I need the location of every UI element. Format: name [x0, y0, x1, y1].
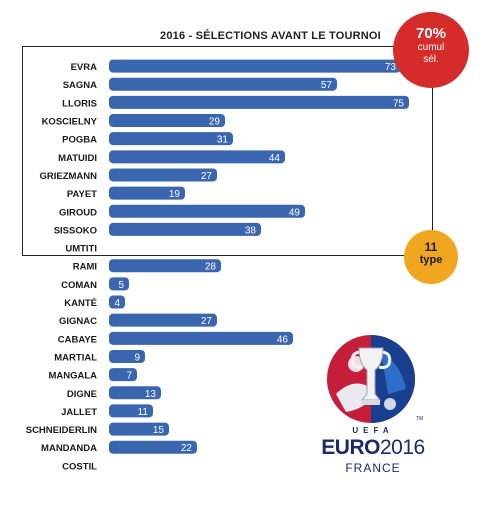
data-label: 5: [118, 280, 124, 291]
bar: [109, 186, 185, 200]
trademark-mark: TM: [416, 416, 424, 422]
data-label: 22: [181, 443, 193, 454]
bar: [109, 132, 233, 146]
category-label: MATUIDI: [58, 153, 97, 164]
category-label: COSTIL: [62, 461, 97, 472]
data-label: 49: [289, 207, 301, 218]
cumulative-caps-line1: cumul: [417, 42, 445, 53]
bar: [109, 368, 137, 382]
bar: [109, 313, 217, 327]
bar: [109, 422, 169, 436]
category-label: MARTIAL: [54, 352, 97, 363]
bar: [109, 168, 217, 182]
category-label: RAMI: [73, 262, 97, 273]
category-label: DIGNE: [67, 389, 97, 400]
euro2016-trophy-emblem-icon: [327, 335, 415, 423]
category-label: GRIEZMANN: [39, 171, 97, 182]
category-label: CABAYE: [58, 334, 97, 345]
bar: [109, 77, 337, 91]
cumulative-caps-value: 70%: [415, 25, 447, 42]
bar: [109, 204, 305, 218]
category-label: KOSCIELNY: [42, 117, 98, 128]
bar: [109, 331, 293, 345]
cumulative-caps-line2: sél.: [423, 54, 439, 65]
category-label: MANDANDA: [41, 443, 97, 454]
starting-eleven-badge: 11 type: [404, 230, 458, 284]
bar: [109, 404, 153, 418]
category-label: SISSOKO: [54, 225, 97, 236]
cumulative-caps-badge: 70% cumul sél.: [393, 12, 469, 88]
starting-eleven-label: type: [419, 254, 443, 266]
category-label: PAYET: [67, 189, 97, 200]
category-label: JALLET: [61, 407, 97, 418]
data-label: 19: [169, 189, 181, 200]
data-label: 44: [269, 153, 281, 164]
bar: [109, 59, 401, 73]
bar: [109, 277, 129, 291]
category-label: COMAN: [61, 280, 97, 291]
bar: [109, 150, 285, 164]
data-label: 9: [134, 352, 140, 363]
euro2016-wordmark: EURO2016: [318, 436, 428, 460]
data-label: 15: [153, 425, 165, 436]
euro2016-logo: TM UEFA EURO2016 FRANCE: [318, 330, 428, 480]
data-label: 27: [201, 316, 213, 327]
uefa-wordmark: UEFA: [352, 426, 394, 435]
bar: [109, 259, 221, 273]
data-label: 29: [209, 117, 221, 128]
host-country-text: FRANCE: [345, 461, 401, 475]
category-label: EVRA: [71, 62, 98, 73]
category-label: GIROUD: [59, 207, 97, 218]
data-label: 46: [277, 334, 289, 345]
chart-title: 2016 - SÉLECTIONS AVANT LE TOURNOI: [160, 30, 381, 42]
bar: [109, 349, 145, 363]
starting-eleven-value: 11: [424, 240, 438, 254]
data-label: 4: [114, 298, 120, 309]
bar: [109, 114, 225, 128]
bar: [109, 295, 125, 309]
bar: [109, 95, 409, 109]
bar: [109, 222, 261, 236]
data-label: 75: [393, 98, 405, 109]
year-text: 2016: [379, 436, 425, 459]
bar: [109, 440, 197, 454]
category-label: POGBA: [62, 135, 97, 146]
category-label: SAGNA: [63, 80, 97, 91]
category-label: UMTITI: [65, 244, 97, 255]
data-label: 27: [201, 171, 213, 182]
data-label: 73: [385, 62, 397, 73]
data-label: 57: [321, 80, 333, 91]
euro-text: EURO: [321, 436, 380, 459]
data-label: 28: [205, 262, 217, 273]
bar: [109, 386, 161, 400]
data-label: 31: [217, 135, 229, 146]
data-label: 13: [145, 389, 157, 400]
data-label: 38: [245, 225, 257, 236]
category-label: KANTÉ: [64, 298, 97, 309]
category-label: SCHNEIDERLIN: [26, 425, 97, 436]
data-label: 11: [138, 407, 149, 418]
category-label: LLORIS: [62, 98, 97, 109]
data-label: 7: [126, 371, 132, 382]
starting-eleven-frame: [22, 46, 433, 256]
category-label: MANGALA: [48, 371, 97, 382]
category-label: GIGNAC: [59, 316, 97, 327]
